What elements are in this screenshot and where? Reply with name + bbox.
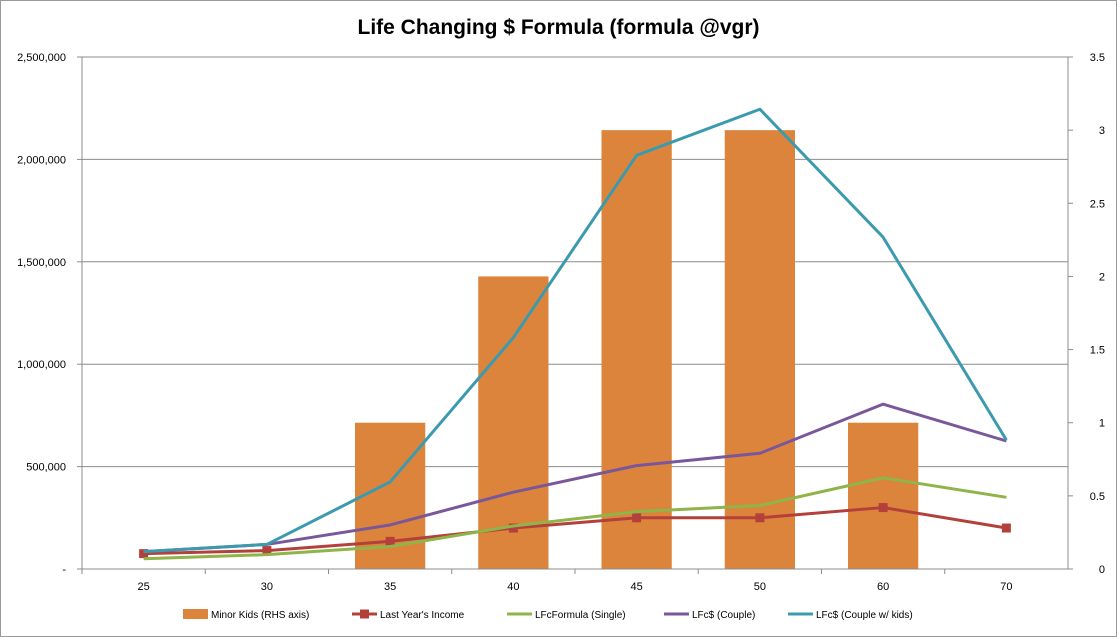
point-marker bbox=[1001, 523, 1011, 533]
bar-40 bbox=[478, 276, 549, 569]
legend-label: Last Year's Income bbox=[380, 610, 465, 621]
left-tick-label: 1,000,000 bbox=[17, 359, 66, 371]
chart-title: Life Changing $ Formula (formula @vgr) bbox=[357, 16, 760, 39]
x-tick-label: 25 bbox=[138, 581, 150, 593]
x-tick-label: 70 bbox=[1000, 581, 1012, 593]
x-tick-label: 45 bbox=[631, 581, 643, 593]
point-marker bbox=[385, 536, 395, 546]
point-marker bbox=[139, 549, 149, 559]
line-series bbox=[139, 107, 1011, 561]
point-marker bbox=[632, 513, 642, 523]
series-line-lfc-couple-w-kids- bbox=[143, 107, 1008, 554]
x-tick-label: 40 bbox=[507, 581, 519, 593]
left-tick-label: 2,000,000 bbox=[17, 154, 66, 166]
x-tick-label: 35 bbox=[384, 581, 396, 593]
point-marker bbox=[878, 503, 888, 513]
x-tick-label: 60 bbox=[877, 581, 889, 593]
bar-45 bbox=[601, 130, 672, 569]
right-tick-label: 1.5 bbox=[1090, 345, 1105, 357]
x-tick-label: 30 bbox=[261, 581, 273, 593]
left-tick-label: 1,500,000 bbox=[17, 257, 66, 269]
right-tick-label: 0 bbox=[1099, 564, 1105, 576]
right-tick-label: 3.5 bbox=[1090, 52, 1105, 64]
legend-label: Minor Kids (RHS axis) bbox=[211, 610, 309, 621]
left-tick-label: - bbox=[62, 564, 66, 576]
series-line-lfcformula-single- bbox=[143, 476, 1007, 561]
legend-label: LFc$ (Couple) bbox=[692, 610, 755, 621]
point-marker bbox=[508, 523, 518, 533]
gridlines bbox=[82, 56, 1068, 468]
right-tick-label: 2.5 bbox=[1090, 198, 1105, 210]
bar-series bbox=[354, 130, 919, 569]
right-tick-label: 1 bbox=[1099, 418, 1105, 430]
axes: - 500,000 1,000,000 1,500,000 2,000,000 2,500… bbox=[17, 52, 1105, 593]
right-tick-label: 3 bbox=[1099, 125, 1105, 137]
x-tick-label: 50 bbox=[754, 581, 766, 593]
legend-swatch-bar bbox=[183, 609, 208, 619]
bar-50 bbox=[724, 130, 796, 569]
series-line-lfc-couple- bbox=[143, 402, 1007, 554]
point-marker bbox=[262, 546, 272, 556]
left-tick-label: 2,500,000 bbox=[17, 52, 66, 64]
right-tick-label: 0.5 bbox=[1090, 491, 1105, 503]
legend-swatch-marker bbox=[360, 609, 369, 619]
point-marker bbox=[755, 513, 765, 523]
legend: Minor Kids (RHS axis) Last Year's Income L… bbox=[183, 609, 913, 621]
right-tick-label: 2 bbox=[1099, 271, 1105, 283]
left-tick-label: 500,000 bbox=[26, 462, 66, 474]
series-line-last-year-s-income bbox=[143, 506, 1007, 556]
bar-60 bbox=[847, 422, 919, 569]
legend-label: LFcFormula (Single) bbox=[535, 610, 626, 621]
legend-label: LFc$ (Couple w/ kids) bbox=[816, 610, 913, 621]
